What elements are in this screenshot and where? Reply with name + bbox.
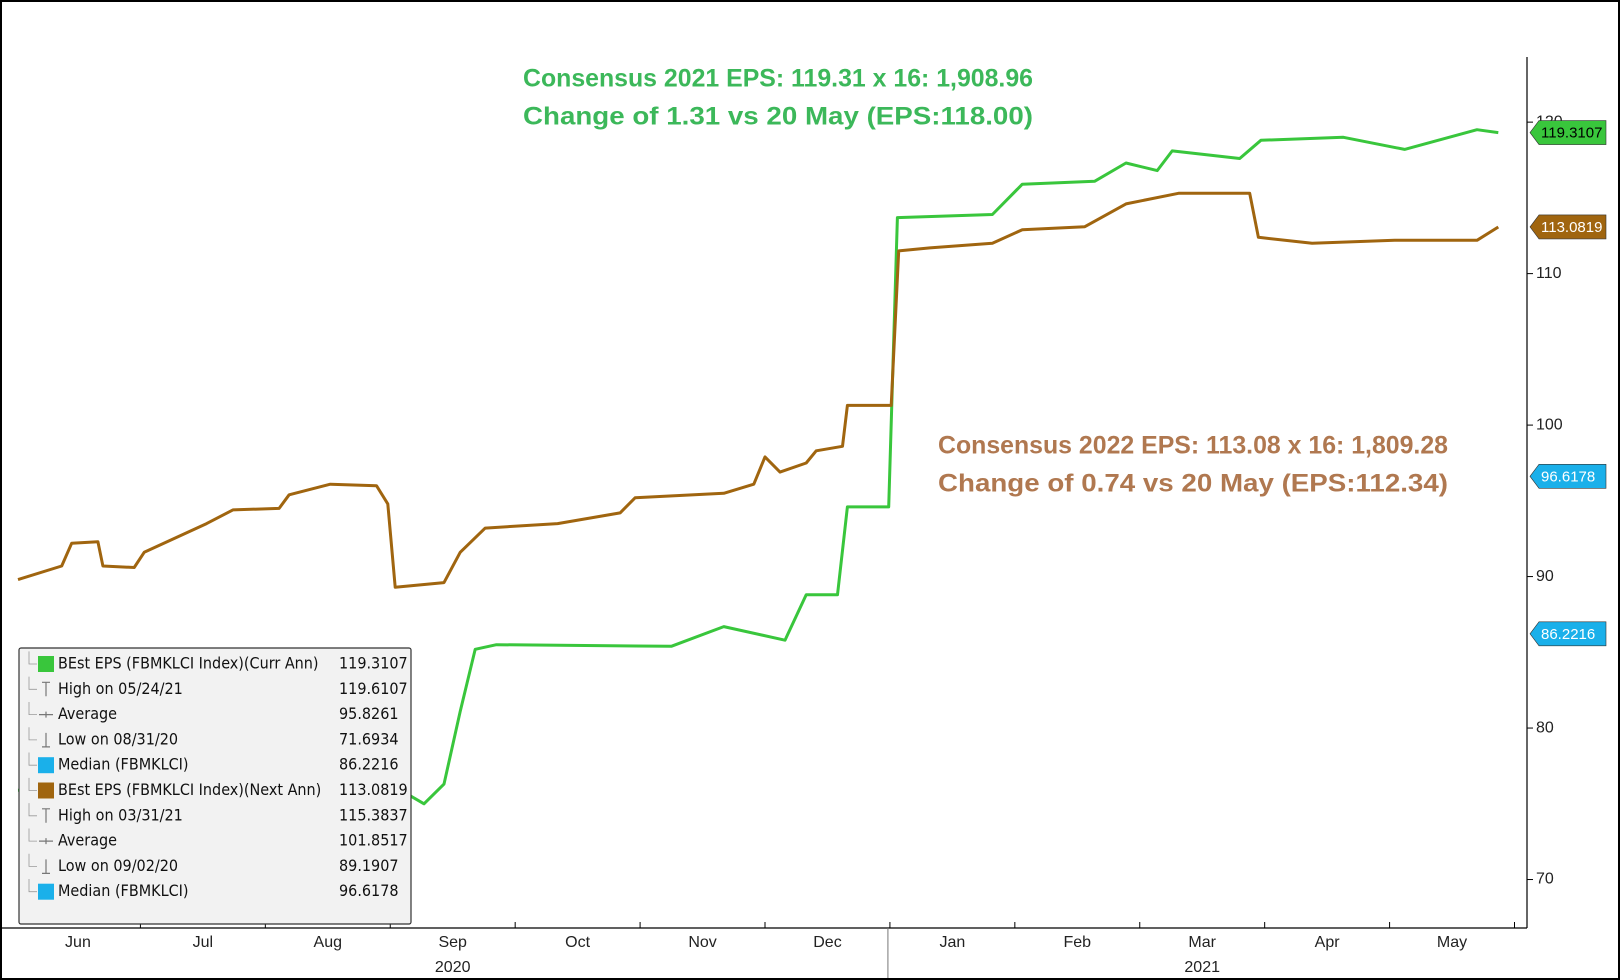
legend-glyph (42, 808, 50, 823)
legend-tree (28, 727, 37, 741)
plot (17, 128, 1500, 806)
legend-label: Low on 09/02/20 (58, 856, 178, 875)
legend-tree (28, 752, 37, 766)
value-tag-label: 86.2216 (1541, 626, 1595, 643)
legend-box (18, 647, 412, 925)
legend-swatch (38, 656, 54, 672)
legend-tree (28, 879, 37, 893)
legend-glyph (39, 711, 53, 718)
legend-swatch (38, 757, 54, 774)
y-tick-label: 70 (1536, 871, 1554, 888)
x-tick-label: Jul (193, 934, 213, 951)
legend-tree (28, 651, 37, 665)
legend-tree (28, 676, 37, 690)
value-tag-label: 96.6178 (1541, 468, 1595, 485)
legend-value: 71.6934 (339, 729, 399, 748)
legend-value: 95.8261 (339, 704, 399, 723)
legend-label: Median (FBMKLCI) (58, 881, 189, 900)
x-tick-label: Jan (939, 934, 965, 951)
y-tick-label: 100 (1536, 416, 1563, 433)
legend-value: 119.6107 (339, 679, 408, 698)
legend-swatch (38, 782, 54, 799)
legend-tree (28, 777, 37, 791)
legend-label: BEst EPS (FBMKLCI Index)(Next Ann) (58, 780, 321, 799)
value-tag-label: 113.0819 (1541, 219, 1602, 236)
value-tag (1529, 464, 1607, 489)
legend-value: 101.8517 (339, 831, 408, 850)
legend-glyph (42, 681, 50, 697)
legend-glyph (42, 732, 50, 748)
x-tick-label: Jun (65, 934, 91, 951)
legend-swatch (38, 883, 54, 900)
legend-glyph (39, 838, 53, 845)
y-tick-label: 110 (1536, 265, 1562, 282)
annotation: Change of 1.31 vs 20 May (EPS:118.00) (523, 103, 1033, 131)
annotation: Consensus 2022 EPS: 113.08 x 16: 1,809.2… (938, 432, 1448, 460)
legend-label: Average (58, 704, 117, 723)
x-tick-label: Dec (813, 934, 841, 951)
x-tick-label: Nov (688, 934, 716, 951)
x-tick-label: Mar (1188, 934, 1216, 951)
legend-label: Average (58, 831, 117, 850)
legend-label: Median (FBMKLCI) (58, 755, 189, 774)
value-tag-label: 119.3107 (1541, 125, 1602, 142)
legend-value: 115.3837 (339, 805, 408, 824)
year-label: 2021 (1184, 959, 1220, 976)
year-label: 2020 (435, 959, 471, 976)
legend-value: 113.0819 (339, 780, 408, 799)
annotation: Consensus 2021 EPS: 119.31 x 16: 1,908.9… (523, 65, 1033, 93)
x-tick-label: Apr (1315, 934, 1341, 951)
legend-tree (28, 803, 37, 817)
legend-label: BEst EPS (FBMKLCI Index)(Curr Ann) (58, 654, 319, 673)
legend-tree (28, 853, 37, 867)
series-line (17, 191, 1500, 589)
x-tick-label: Oct (565, 934, 590, 951)
annotation: Change of 0.74 vs 20 May (EPS:112.34) (938, 470, 1448, 498)
value-tag (1529, 621, 1607, 647)
legend-label: Low on 08/31/20 (58, 729, 178, 748)
value-tag (1529, 120, 1607, 145)
legend-tree (28, 701, 37, 715)
legend-label: High on 03/31/21 (58, 805, 183, 824)
legend-value: 96.6178 (339, 881, 399, 900)
x-tick-label: Sep (438, 934, 467, 951)
legend-value: 119.3107 (339, 654, 408, 673)
y-tick-label: 90 (1536, 568, 1554, 585)
legend-glyph (42, 859, 50, 874)
legend-value: 89.1907 (339, 856, 399, 875)
x-tick-label: May (1437, 934, 1467, 951)
series-line (17, 128, 1499, 806)
legend-tree (28, 828, 37, 842)
legend-value: 86.2216 (339, 755, 399, 774)
x-tick-label: Aug (314, 934, 342, 951)
x-tick-label: Feb (1064, 934, 1092, 951)
y-tick-label: 80 (1536, 719, 1554, 736)
value-tag (1529, 214, 1607, 240)
legend-label: High on 05/24/21 (58, 679, 183, 698)
